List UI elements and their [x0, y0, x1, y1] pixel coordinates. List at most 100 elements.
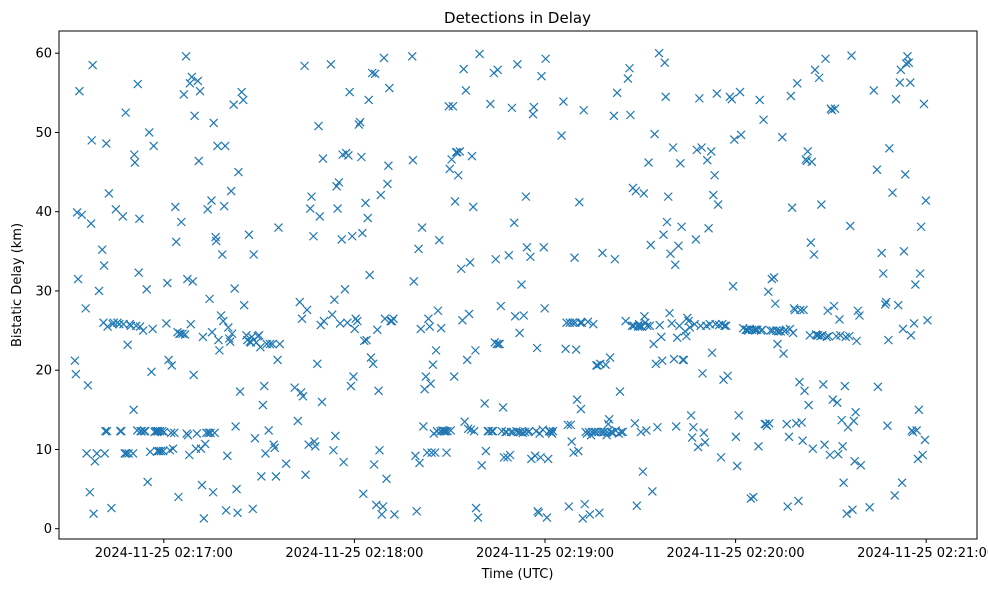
data-point [229, 100, 239, 110]
data-point [168, 444, 178, 454]
data-point [594, 508, 604, 518]
data-point [83, 380, 93, 390]
data-point [618, 427, 628, 437]
data-point [302, 305, 312, 315]
data-point [669, 354, 679, 364]
data-point [314, 121, 323, 131]
data-point [475, 49, 484, 59]
data-point [269, 440, 279, 450]
data-point [369, 460, 379, 469]
data-point [891, 94, 901, 104]
data-point [180, 330, 190, 339]
data-point [653, 422, 662, 432]
data-point [649, 339, 659, 349]
data-point [655, 320, 665, 330]
data-point [548, 426, 558, 436]
y-tick-label: 60 [35, 47, 52, 62]
data-point [641, 426, 651, 435]
data-point [378, 502, 388, 511]
data-point [82, 448, 92, 458]
data-point [439, 426, 449, 436]
data-point [270, 443, 280, 453]
data-point [300, 61, 309, 71]
data-point [264, 426, 274, 435]
data-point [124, 448, 133, 458]
data-point [200, 439, 210, 449]
data-point [297, 314, 307, 324]
data-point [484, 426, 494, 436]
data-point [134, 214, 144, 224]
data-point [609, 111, 619, 121]
data-point [268, 339, 277, 349]
data-point [414, 244, 424, 254]
data-point [207, 196, 216, 206]
data-point [97, 245, 107, 255]
data-point [233, 508, 242, 518]
data-point [187, 72, 197, 82]
data-point [809, 250, 819, 259]
data-point [509, 218, 519, 228]
data-point [156, 446, 166, 456]
data-point [748, 492, 758, 502]
data-point [579, 105, 589, 115]
data-point [188, 277, 198, 286]
data-point [417, 223, 427, 232]
data-point [660, 58, 670, 68]
data-point [425, 322, 435, 332]
data-point [473, 513, 483, 523]
data-point [199, 513, 209, 523]
data-point [72, 208, 82, 217]
data-point [217, 250, 227, 259]
data-point [510, 311, 520, 321]
data-point [128, 448, 138, 458]
data-point [330, 431, 340, 441]
data-point [576, 404, 586, 414]
data-point [275, 339, 285, 349]
data-point [119, 319, 128, 329]
data-point [878, 269, 888, 278]
data-point [495, 339, 505, 349]
data-point [492, 339, 502, 349]
data-point [818, 380, 828, 389]
data-point [779, 349, 788, 358]
data-point [460, 417, 470, 427]
data-point [850, 456, 860, 466]
data-point [563, 420, 573, 430]
data-point [851, 407, 861, 417]
data-point [856, 460, 866, 470]
data-point [465, 257, 475, 267]
data-point [455, 147, 465, 156]
data-point [368, 359, 378, 369]
data-point [529, 102, 539, 112]
data-point [365, 270, 375, 280]
data-point [677, 222, 687, 232]
data-point [412, 506, 422, 516]
data-point [118, 212, 128, 221]
data-point [502, 427, 511, 437]
data-point [919, 99, 929, 109]
data-point [636, 427, 646, 437]
data-point [340, 284, 350, 294]
data-point [74, 86, 84, 96]
data-point [265, 339, 275, 349]
data-point [255, 342, 265, 352]
data-point [821, 54, 830, 64]
data-point [129, 405, 139, 415]
data-point [644, 158, 653, 167]
data-point [254, 330, 264, 340]
data-point [448, 101, 458, 111]
data-point [491, 254, 501, 264]
data-points [70, 48, 932, 523]
x-axis: 2024-11-25 02:17:00 2024-11-25 02:18:00 20… [95, 539, 988, 561]
data-point [301, 470, 310, 480]
x-tick-label: 2024-11-25 02:18:00 [285, 546, 423, 561]
data-point [842, 509, 852, 519]
data-point [848, 505, 857, 515]
data-point [610, 254, 620, 264]
data-point [295, 297, 305, 307]
data-point [347, 231, 357, 241]
data-point [142, 284, 152, 294]
data-point [144, 128, 154, 137]
data-point [651, 359, 661, 369]
data-point [147, 367, 156, 377]
